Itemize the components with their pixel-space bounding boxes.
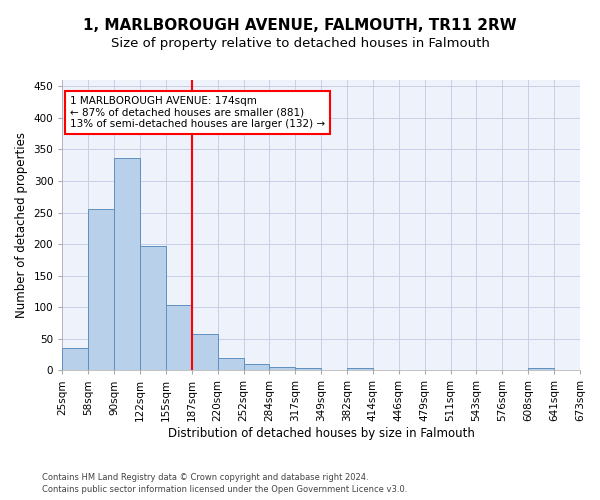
Y-axis label: Number of detached properties: Number of detached properties — [15, 132, 28, 318]
Bar — [114, 158, 140, 370]
Bar — [166, 304, 192, 370]
Text: Contains public sector information licensed under the Open Government Licence v3: Contains public sector information licen… — [42, 485, 407, 494]
Bar — [269, 366, 295, 370]
Bar — [244, 364, 269, 370]
X-axis label: Distribution of detached houses by size in Falmouth: Distribution of detached houses by size … — [168, 427, 475, 440]
Bar — [62, 348, 88, 370]
Text: 1 MARLBOROUGH AVENUE: 174sqm
← 87% of detached houses are smaller (881)
13% of s: 1 MARLBOROUGH AVENUE: 174sqm ← 87% of de… — [70, 96, 325, 129]
Bar — [295, 368, 321, 370]
Bar — [218, 358, 244, 370]
Text: 1, MARLBOROUGH AVENUE, FALMOUTH, TR11 2RW: 1, MARLBOROUGH AVENUE, FALMOUTH, TR11 2R… — [83, 18, 517, 32]
Bar — [140, 246, 166, 370]
Bar — [347, 368, 373, 370]
Text: Contains HM Land Registry data © Crown copyright and database right 2024.: Contains HM Land Registry data © Crown c… — [42, 472, 368, 482]
Bar — [528, 368, 554, 370]
Bar — [88, 208, 114, 370]
Text: Size of property relative to detached houses in Falmouth: Size of property relative to detached ho… — [110, 38, 490, 51]
Bar — [192, 334, 218, 370]
